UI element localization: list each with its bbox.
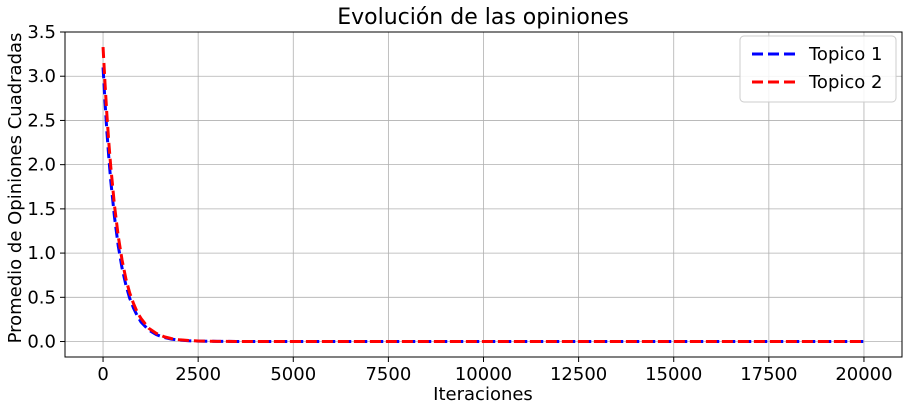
legend: Topico 1 Topico 2 xyxy=(739,35,897,103)
y-tick-label: 2.0 xyxy=(27,155,56,176)
x-tick-label: 0 xyxy=(97,364,108,385)
y-tick-label: 0.5 xyxy=(27,287,56,308)
x-tick-label: 15000 xyxy=(645,364,702,385)
x-axis-label: Iteraciones xyxy=(433,384,533,405)
x-tick-label: 17500 xyxy=(740,364,797,385)
x-tick-label: 5000 xyxy=(270,364,316,385)
y-tick-label: 3.5 xyxy=(27,22,56,43)
x-tick-label: 7500 xyxy=(365,364,411,385)
series-layer xyxy=(101,46,864,344)
series-line-topico-2 xyxy=(101,46,864,344)
y-tick-label: 2.5 xyxy=(27,110,56,131)
y-axis: 0.0 0.5 1.0 1.5 2.0 2.5 3.0 3.5 xyxy=(27,22,65,353)
x-tick-label: 10000 xyxy=(455,364,512,385)
y-axis-label: Promedio de Opiniones Cuadradas xyxy=(5,33,26,344)
y-tick-label: 0.0 xyxy=(27,332,56,353)
y-tick-label: 3.0 xyxy=(27,66,56,87)
x-tick-label: 12500 xyxy=(550,364,607,385)
x-axis: 0 2500 5000 7500 10000 12500 15000 17500 20000 xyxy=(97,357,893,385)
x-tick-label: 20000 xyxy=(835,364,892,385)
y-tick-label: 1.0 xyxy=(27,243,56,264)
y-tick-label: 1.5 xyxy=(27,199,56,220)
chart-title: Evolución de las opiniones xyxy=(337,5,629,30)
x-tick-label: 2500 xyxy=(175,364,221,385)
legend-label-topico-2: Topico 2 xyxy=(808,72,882,93)
legend-label-topico-1: Topico 1 xyxy=(808,44,882,65)
